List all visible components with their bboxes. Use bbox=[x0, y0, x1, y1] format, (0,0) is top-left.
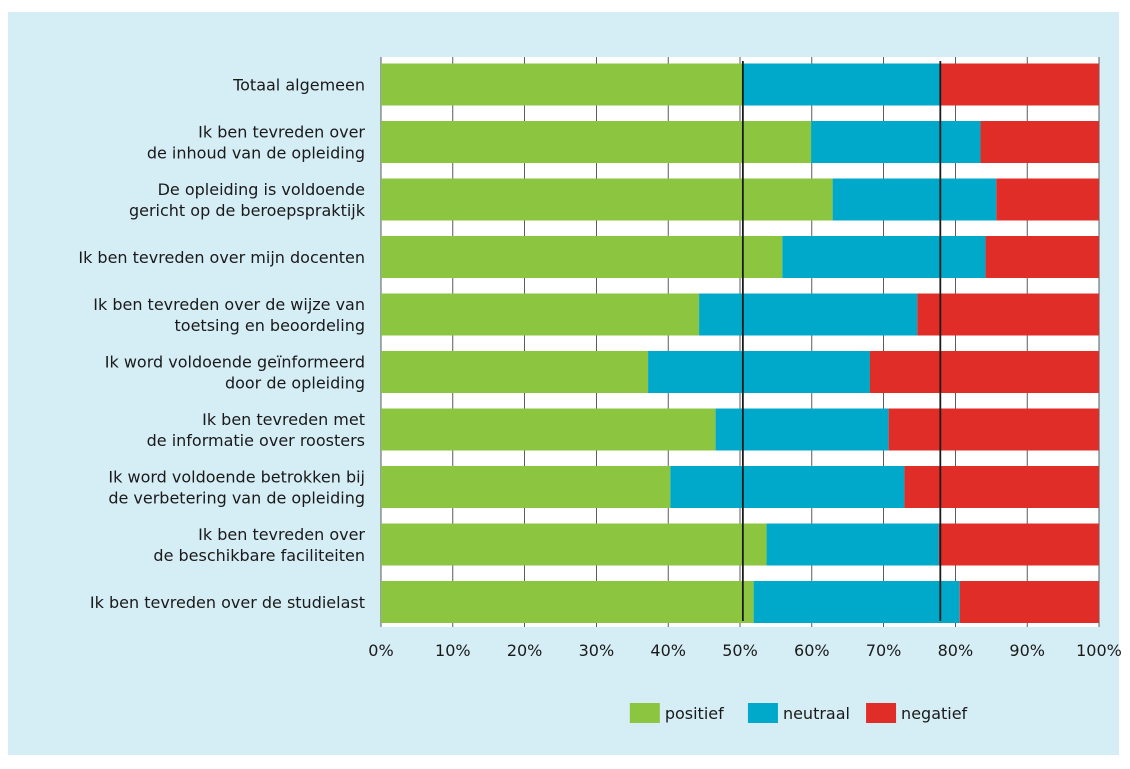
bar-segment-negatief bbox=[985, 236, 1099, 278]
category-label: De opleiding is voldoende bbox=[158, 180, 365, 199]
x-tick-label: 40% bbox=[650, 641, 686, 660]
x-tick-label: 80% bbox=[938, 641, 974, 660]
bar-segment-negatief bbox=[938, 523, 1099, 566]
category-label: de informatie over roosters bbox=[147, 431, 365, 450]
category-label: Totaal algemeen bbox=[232, 76, 365, 95]
bar-segment-negatief bbox=[869, 351, 1099, 393]
legend-swatch-negatief bbox=[866, 703, 897, 723]
bar-segment-negatief bbox=[904, 466, 1099, 508]
category-label: toetsing en beoordeling bbox=[175, 316, 365, 335]
category-label: Ik ben tevreden met bbox=[202, 410, 365, 429]
x-tick-label: 50% bbox=[722, 641, 758, 660]
category-label: gericht op de beroepspraktijk bbox=[129, 201, 366, 220]
category-label: door de opleiding bbox=[225, 374, 365, 393]
category-label: Ik ben tevreden over mijn docenten bbox=[78, 248, 365, 267]
bar-segment-neutraal bbox=[832, 178, 997, 221]
bar-segment-positief bbox=[381, 581, 754, 623]
x-tick-label: 60% bbox=[794, 641, 830, 660]
bar-segment-positief bbox=[381, 63, 743, 106]
bar-segment-neutraal bbox=[670, 466, 905, 508]
category-label: Ik ben tevreden over de studielast bbox=[90, 593, 365, 612]
bar-segment-neutraal bbox=[766, 523, 939, 566]
x-tick-label: 20% bbox=[507, 641, 543, 660]
legend-label-positief: positief bbox=[665, 704, 724, 723]
bar-segment-neutraal bbox=[715, 408, 889, 451]
bar-segment-negatief bbox=[888, 408, 1099, 451]
category-label: de beschikbare faciliteiten bbox=[153, 546, 365, 565]
bar-segment-negatief bbox=[917, 293, 1099, 336]
category-label: de inhoud van de opleiding bbox=[147, 144, 365, 163]
bar-segment-positief bbox=[381, 408, 716, 451]
bar-segment-positief bbox=[381, 121, 812, 163]
bar-segment-positief bbox=[381, 293, 700, 336]
bar-segment-neutraal bbox=[648, 351, 870, 393]
bar-segment-neutraal bbox=[753, 581, 960, 623]
category-label: Ik word voldoende geïnformeerd bbox=[105, 353, 365, 372]
category-label: Ik word voldoende betrokken bij bbox=[108, 468, 365, 487]
bar-segment-positief bbox=[381, 523, 767, 566]
x-tick-label: 30% bbox=[579, 641, 615, 660]
bar-segment-neutraal bbox=[699, 293, 918, 336]
bar-segment-negatief bbox=[959, 581, 1099, 623]
category-label: Ik ben tevreden over bbox=[198, 123, 365, 142]
bar-segment-neutraal bbox=[811, 121, 981, 163]
category-label: de verbetering van de opleiding bbox=[108, 489, 365, 508]
x-tick-label: 70% bbox=[866, 641, 902, 660]
x-tick-label: 100% bbox=[1076, 641, 1122, 660]
x-tick-label: 0% bbox=[368, 641, 393, 660]
legend-swatch-positief bbox=[629, 703, 660, 723]
bar-segment-neutraal bbox=[742, 63, 942, 106]
bar-segment-negatief bbox=[980, 121, 1099, 163]
category-label: Ik ben tevreden over bbox=[198, 525, 365, 544]
bar-segment-positief bbox=[381, 178, 833, 221]
legend-swatch-neutraal bbox=[747, 703, 778, 723]
legend-label-negatief: negatief bbox=[901, 704, 968, 723]
bar-segment-positief bbox=[381, 351, 649, 393]
bar-segment-neutraal bbox=[782, 236, 986, 278]
bar-segment-positief bbox=[381, 466, 671, 508]
bar-segment-positief bbox=[381, 236, 783, 278]
bar-segment-negatief bbox=[996, 178, 1099, 221]
bar-segment-negatief bbox=[941, 63, 1099, 106]
legend-label-neutraal: neutraal bbox=[783, 704, 850, 723]
category-label: Ik ben tevreden over de wijze van bbox=[93, 295, 365, 314]
x-tick-label: 90% bbox=[1009, 641, 1045, 660]
x-tick-label: 10% bbox=[435, 641, 471, 660]
